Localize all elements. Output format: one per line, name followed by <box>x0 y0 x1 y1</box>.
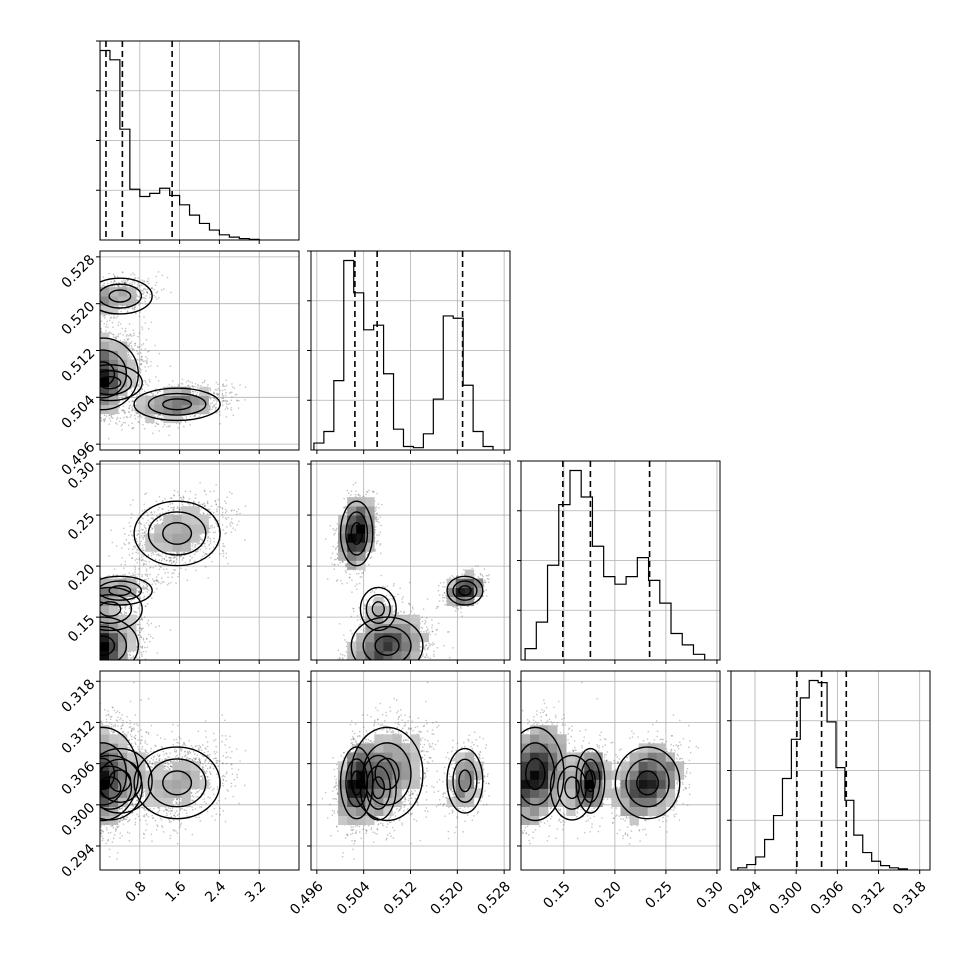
x-tick-label-1-2: 0.512 <box>381 879 421 919</box>
histogram-panel-2 <box>517 460 721 664</box>
panel-frame <box>99 670 300 871</box>
y-tick-label-1-2: 0.512 <box>59 346 99 386</box>
density-bins-2-0 <box>100 506 209 660</box>
y-tick-label-2-2: 0.25 <box>65 510 98 543</box>
contours-3-0 <box>100 726 221 822</box>
x-tick-label-2-0: 0.15 <box>540 879 573 912</box>
x-tick-label-1-3: 0.520 <box>428 879 468 919</box>
y-tick-label-2-0: 0.15 <box>65 612 98 645</box>
x-tick-label-2-2: 0.25 <box>642 879 675 912</box>
contours-2-1 <box>339 500 484 660</box>
histogram-panel-0 <box>96 40 300 244</box>
x-tick-label-1-1: 0.504 <box>334 879 374 919</box>
histogram-panel-3 <box>727 670 931 874</box>
x-tick-label-3-4: 0.318 <box>890 879 930 919</box>
y-tick-label-3-0: 0.294 <box>59 841 99 881</box>
panel-frame <box>520 670 721 871</box>
x-tick-label-3-2: 0.306 <box>808 879 848 919</box>
scatter-panel-2-0 <box>96 460 300 664</box>
x-tick-label-1-4: 0.528 <box>474 879 514 919</box>
contours-3-2 <box>521 726 681 822</box>
y-tick-label-3-3: 0.312 <box>59 718 99 758</box>
x-tick-label-3-0: 0.294 <box>725 879 765 919</box>
x-tick-label-0-1: 1.6 <box>162 879 189 906</box>
scatter-panel-3-0 <box>96 670 300 874</box>
x-tick-label-2-3: 0.30 <box>693 879 726 912</box>
y-tick-label-3-4: 0.318 <box>59 676 99 716</box>
scatter-panel-2-1 <box>307 460 511 664</box>
contours-2-0 <box>100 500 221 660</box>
histogram-panel-1 <box>307 250 511 454</box>
x-tick-label-0-3: 3.2 <box>242 879 269 906</box>
y-tick-label-1-1: 0.504 <box>59 392 99 432</box>
y-tick-label-3-1: 0.300 <box>59 800 99 840</box>
scatter-panel-1-0 <box>96 250 300 454</box>
x-tick-label-3-1: 0.300 <box>766 879 806 919</box>
x-tick-label-1-0: 0.496 <box>287 879 327 919</box>
y-tick-label-1-4: 0.528 <box>59 252 99 292</box>
y-tick-label-1-3: 0.520 <box>59 299 99 339</box>
histogram-outline-0 <box>100 49 260 240</box>
contours-3-1 <box>339 726 484 822</box>
y-tick-label-2-1: 0.20 <box>65 561 98 594</box>
x-tick-label-0-0: 0.8 <box>123 879 150 906</box>
histogram-outline-1 <box>313 259 494 450</box>
histogram-outline-3 <box>737 679 908 870</box>
panel-frame <box>99 460 300 661</box>
scatter-panel-3-2 <box>517 670 721 874</box>
x-tick-label-2-1: 0.20 <box>591 879 624 912</box>
contours-1-0 <box>100 277 221 422</box>
scatter-panel-3-1 <box>307 670 511 874</box>
y-tick-label-3-2: 0.306 <box>59 759 99 799</box>
histogram-outline-2 <box>524 469 706 660</box>
x-tick-label-3-3: 0.312 <box>849 879 889 919</box>
x-tick-label-0-2: 2.4 <box>202 879 229 906</box>
